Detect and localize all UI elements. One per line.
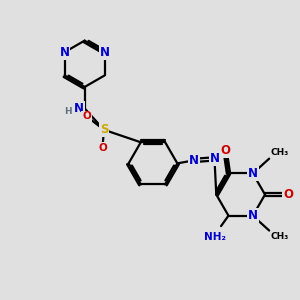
Text: N: N	[189, 154, 199, 167]
Text: N: N	[209, 152, 220, 165]
Text: S: S	[100, 123, 108, 136]
Text: CH₃: CH₃	[271, 232, 289, 241]
Text: O: O	[283, 188, 293, 201]
Text: N: N	[248, 167, 258, 180]
Text: N: N	[100, 46, 110, 59]
Text: N: N	[248, 209, 258, 222]
Text: O: O	[82, 111, 91, 122]
Text: NH₂: NH₂	[204, 232, 226, 242]
Text: O: O	[220, 144, 230, 157]
Text: H: H	[64, 107, 72, 116]
Text: N: N	[59, 46, 70, 59]
Text: CH₃: CH₃	[271, 148, 289, 157]
Text: O: O	[98, 143, 107, 153]
Text: N: N	[74, 102, 84, 115]
